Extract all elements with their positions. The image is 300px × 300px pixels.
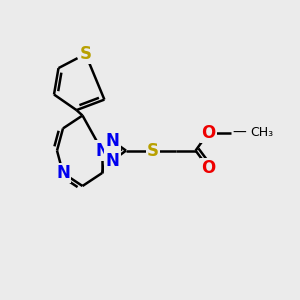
Text: N: N — [106, 132, 119, 150]
Text: —: — — [232, 126, 246, 140]
Text: N: N — [56, 164, 70, 182]
Text: CH₃: CH₃ — [250, 126, 274, 139]
Text: S: S — [80, 45, 92, 63]
Text: N: N — [106, 152, 119, 169]
Text: O: O — [201, 124, 216, 142]
Text: S: S — [147, 142, 159, 160]
Text: N: N — [95, 142, 109, 160]
Text: O: O — [201, 159, 216, 177]
